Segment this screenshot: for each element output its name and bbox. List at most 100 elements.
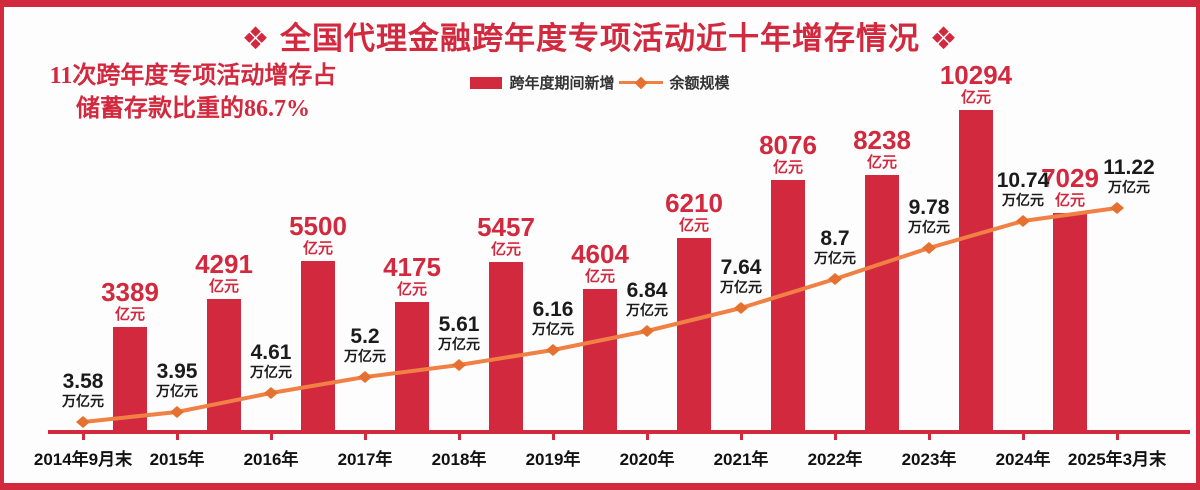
line-value-label: 6.16 万亿元	[498, 299, 608, 338]
line-point-marker	[1016, 215, 1030, 227]
bar-value-label: 10294 亿元	[914, 60, 1038, 107]
line-unit: 万亿元	[438, 336, 480, 352]
line-value-label: 8.7 万亿元	[780, 227, 890, 267]
line-unit: 万亿元	[62, 393, 104, 409]
bar	[301, 261, 335, 434]
line-value: 11.22	[1103, 156, 1155, 179]
x-axis-line	[48, 430, 1190, 434]
line-unit: 万亿元	[344, 348, 386, 364]
bar-value-label: 4291 亿元	[162, 249, 286, 296]
line-unit: 万亿元	[908, 219, 950, 235]
line-unit: 万亿元	[250, 364, 292, 380]
balance-line	[82, 206, 1118, 424]
bar-unit: 亿元	[772, 159, 803, 176]
bar-unit: 亿元	[490, 241, 521, 258]
x-axis-label: 2021年	[713, 450, 769, 469]
legend-item-line: 余额规模	[618, 72, 730, 93]
x-axis-label: 2024年	[995, 450, 1051, 469]
bar-value: 3389	[101, 277, 159, 307]
bar-unit: 亿元	[396, 281, 427, 298]
x-axis-label: 2017年	[337, 450, 393, 469]
bar	[489, 262, 523, 434]
line-value: 7.64	[720, 256, 762, 279]
x-axis-label: 2025年3月末	[1067, 450, 1167, 469]
line-unit: 万亿元	[1002, 192, 1044, 208]
axis-tick	[834, 434, 837, 440]
bar-value: 4604	[571, 239, 629, 269]
bar-value-label: 5500 亿元	[256, 211, 380, 258]
bar-value: 4291	[195, 249, 253, 279]
bar-value-label: 8238 亿元	[820, 127, 944, 172]
axis-tick	[82, 434, 85, 440]
line-value: 4.61	[250, 341, 292, 364]
line-unit: 万亿元	[720, 279, 762, 295]
chart-legend: 跨年度期间新增 余额规模	[0, 72, 1200, 93]
page-title: ❖ 全国代理金融跨年度专项活动近十年增存情况 ❖	[241, 21, 959, 56]
line-value: 5.61	[438, 313, 480, 336]
bar-value: 5500	[289, 211, 347, 241]
bar-value: 4175	[383, 252, 441, 282]
axis-tick	[552, 434, 555, 440]
bar-value: 10294	[939, 60, 1013, 90]
x-axis-label: 2019年	[525, 450, 581, 469]
bar-series-swatch-icon	[470, 76, 503, 89]
bar-value-label: 6210 亿元	[632, 188, 756, 235]
axis-tick	[458, 434, 461, 440]
line-point-marker	[828, 273, 842, 285]
bar-unit: 亿元	[960, 89, 991, 106]
bar-value-label: 5457 亿元	[444, 212, 568, 259]
bar	[207, 299, 241, 434]
line-point-marker	[640, 325, 654, 337]
line-value-label: 4.61 万亿元	[216, 341, 326, 381]
line-unit: 万亿元	[1108, 179, 1150, 195]
axis-tick	[928, 434, 931, 440]
bar-unit: 亿元	[302, 240, 333, 257]
legend-item-bars: 跨年度期间新增	[470, 72, 615, 93]
line-value-label: 6.84 万亿元	[592, 279, 702, 319]
line-point-marker	[358, 371, 372, 383]
line-value: 3.95	[156, 360, 198, 383]
axis-tick	[740, 434, 743, 440]
bar-value: 6210	[665, 188, 723, 218]
axis-tick	[176, 434, 179, 440]
line-unit: 万亿元	[532, 321, 574, 337]
x-axis-label: 2014年9月末	[33, 450, 133, 469]
line-value: 9.78	[908, 196, 950, 219]
bar-unit: 亿元	[584, 268, 615, 285]
bar-unit: 亿元	[678, 217, 709, 234]
legend-label-line: 余额规模	[669, 75, 730, 92]
line-unit: 万亿元	[814, 250, 856, 266]
line-value: 6.84	[626, 279, 668, 302]
bar-unit: 亿元	[208, 278, 239, 295]
line-point-marker	[452, 359, 466, 371]
bar	[865, 175, 899, 434]
line-value-label: 10.74 万亿元	[968, 169, 1078, 209]
line-value: 10.74	[996, 169, 1050, 192]
axis-tick	[1116, 434, 1119, 440]
bar-value-label: 8076 亿元	[726, 132, 850, 177]
line-point-marker	[76, 416, 90, 428]
line-unit: 万亿元	[626, 302, 668, 318]
line-series-swatch-icon	[618, 76, 663, 89]
line-point-marker	[170, 406, 184, 418]
axis-tick	[646, 434, 649, 440]
diamond-marker-icon	[634, 76, 647, 89]
bar-value-label: 4604 亿元	[538, 239, 662, 286]
line-point-marker	[1110, 202, 1124, 214]
line-value-label: 3.95 万亿元	[122, 360, 232, 400]
line-value-label: 9.78 万亿元	[874, 196, 984, 236]
line-value-label: 5.61 万亿元	[404, 313, 514, 353]
axis-tick	[1022, 434, 1025, 440]
bar-unit: 亿元	[114, 306, 145, 323]
line-point-marker	[734, 302, 748, 314]
bar-value: 5457	[477, 212, 535, 242]
line-value: 8.7	[820, 227, 850, 250]
line-value-label: 5.2 万亿元	[310, 325, 420, 365]
line-value: 5.2	[350, 325, 380, 348]
line-value-label: 11.22 万亿元	[1074, 156, 1184, 196]
x-axis-label: 2016年	[243, 450, 299, 469]
x-axis-label: 2023年	[901, 450, 957, 469]
x-axis-label: 2018年	[431, 450, 487, 469]
